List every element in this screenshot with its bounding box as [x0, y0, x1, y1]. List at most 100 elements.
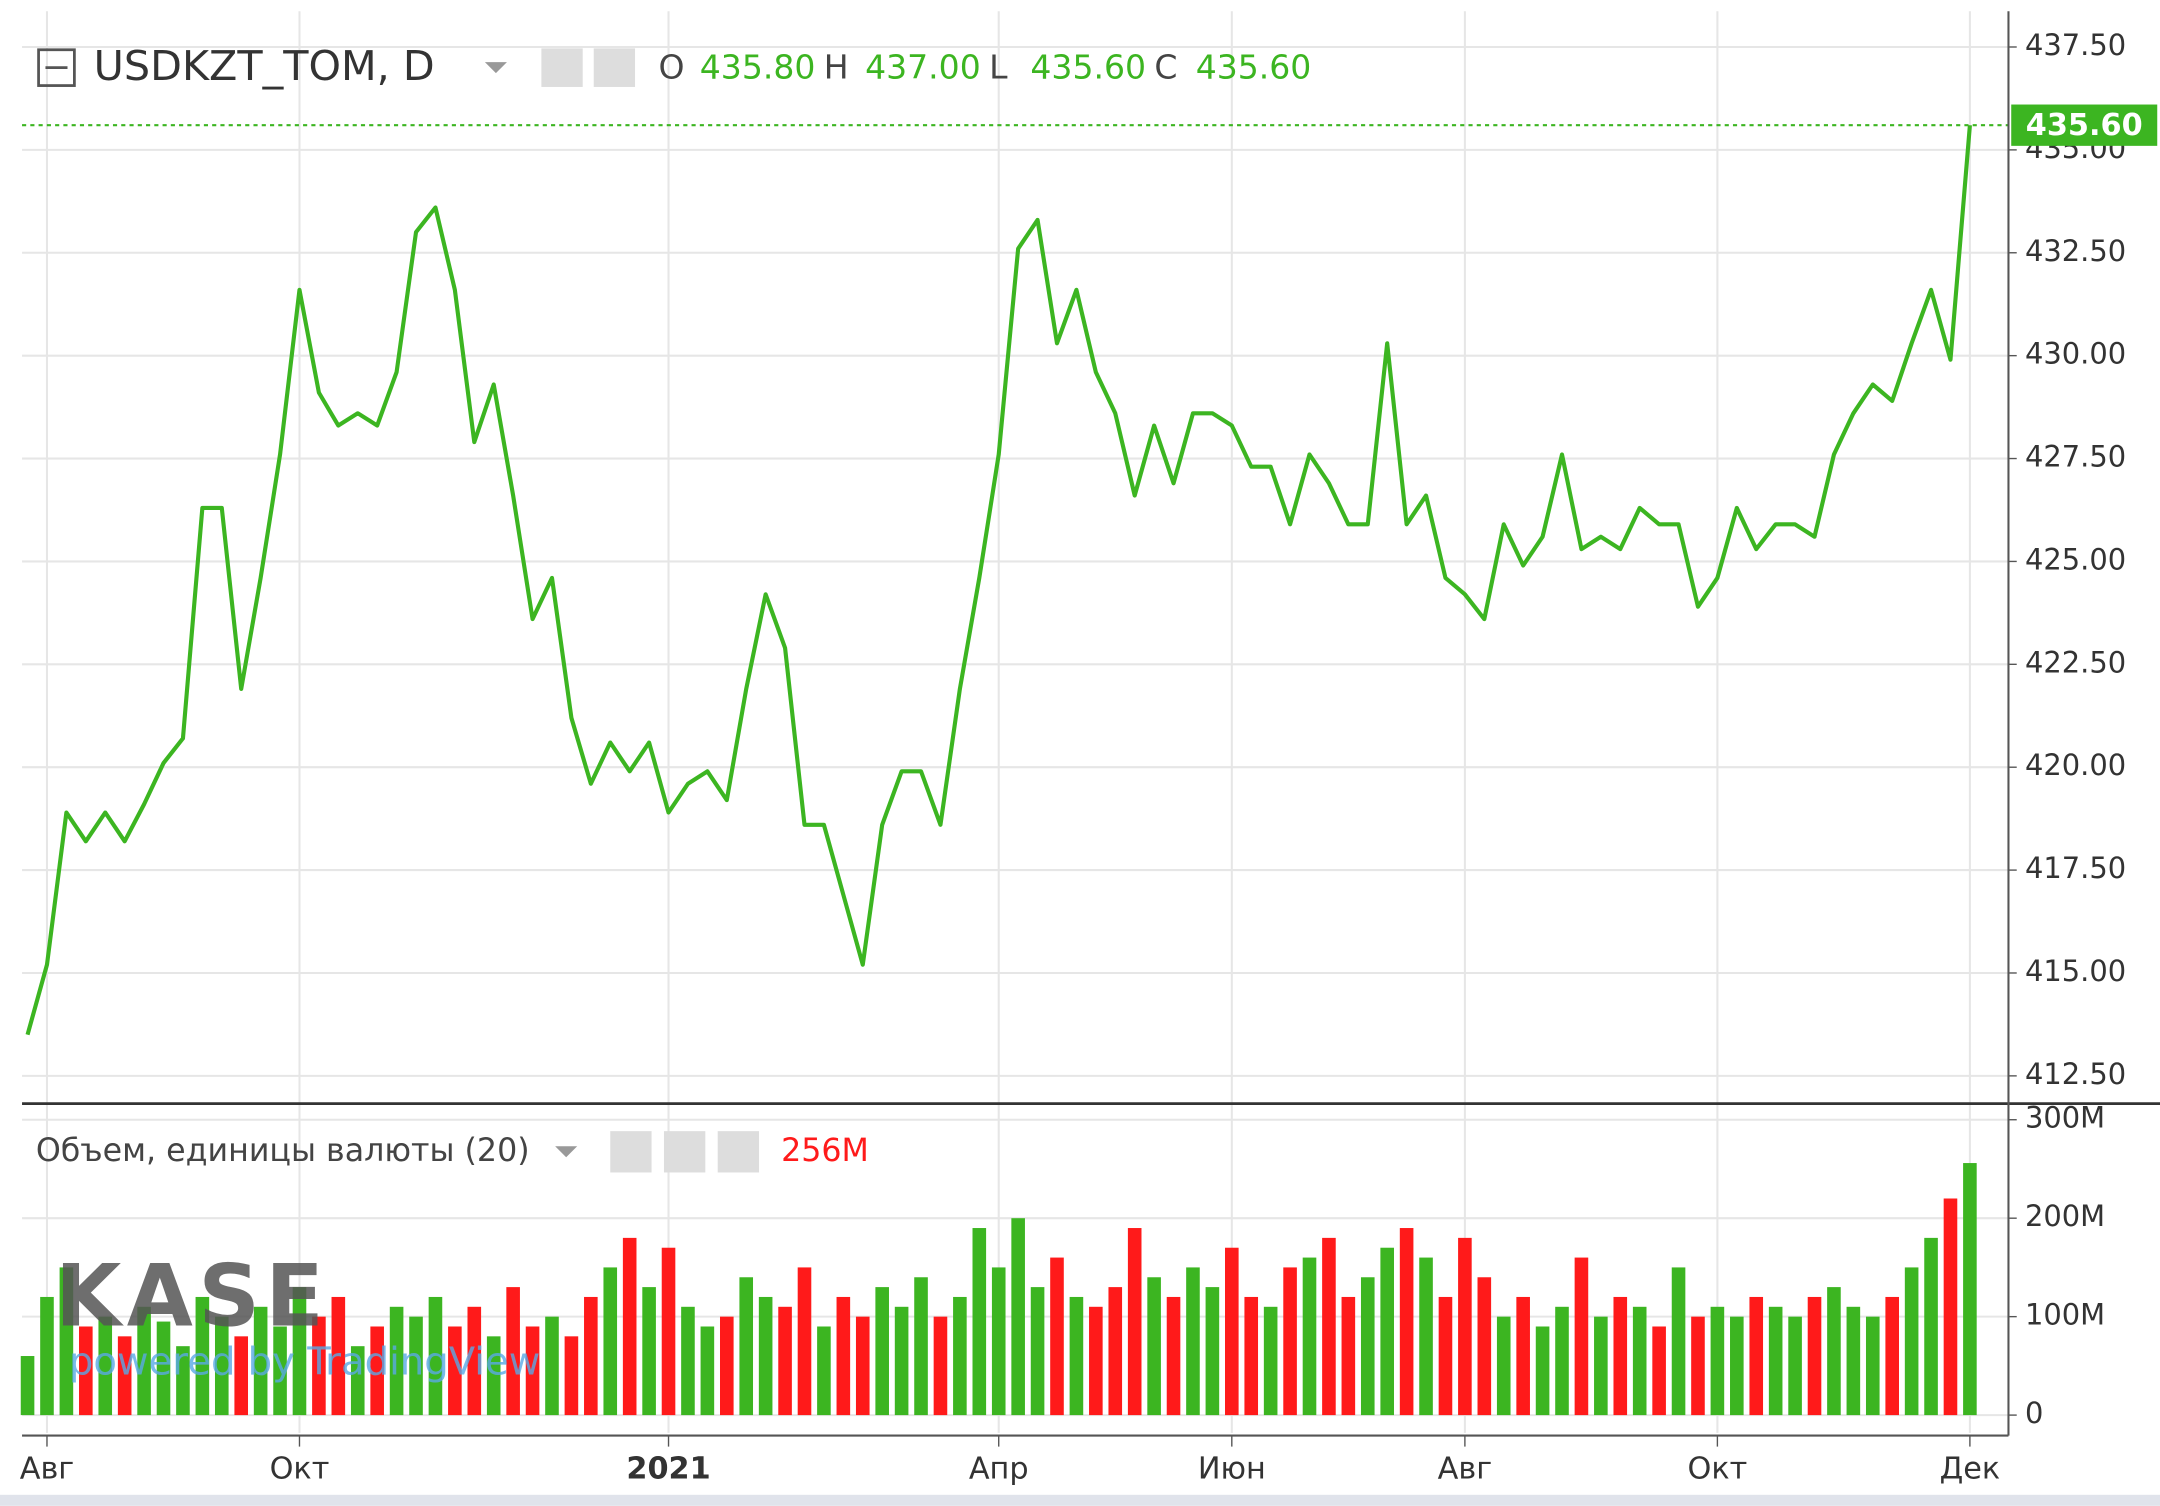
volume-bar	[836, 1296, 851, 1416]
ohlc-key: O	[658, 48, 684, 87]
volume-bar	[428, 1296, 443, 1416]
volume-bar	[603, 1267, 618, 1416]
volume-bar	[214, 1316, 229, 1416]
volume-bar	[1438, 1296, 1453, 1416]
volume-bar	[1691, 1316, 1705, 1416]
volume-bar	[1924, 1237, 1938, 1416]
volume-bar	[1322, 1237, 1336, 1416]
volume-bar	[933, 1316, 948, 1416]
volume-bar	[1166, 1296, 1181, 1416]
volume-bar	[817, 1326, 831, 1416]
last-price-tag	[2011, 104, 2158, 146]
dropdown-arrow[interactable]	[555, 1146, 578, 1158]
eye-button[interactable]	[610, 1131, 652, 1173]
volume-title: Объем, единицы валюты (20)	[36, 1133, 530, 1169]
volume-bar	[1225, 1247, 1239, 1416]
x-tick-label: Апр	[969, 1452, 1029, 1487]
volume-bar	[486, 1336, 501, 1416]
y-tick-label: 100M	[2025, 1298, 2105, 1332]
volume-bar	[545, 1316, 559, 1416]
volume-bar	[1419, 1257, 1433, 1416]
volume-bar	[1652, 1326, 1666, 1416]
symbol-title: USDKZT_TOM, D	[94, 42, 435, 90]
y-tick-label: 427.50	[2025, 440, 2126, 474]
settings-button[interactable]	[593, 48, 636, 87]
volume-bar	[195, 1296, 210, 1416]
y-tick-label: 417.50	[2025, 851, 2126, 885]
x-tick-label: Июн	[1198, 1452, 1266, 1487]
volume-bar	[584, 1296, 598, 1416]
x-tick-label: Окт	[1687, 1452, 1747, 1487]
volume-bar	[20, 1356, 35, 1416]
volume-bar	[1108, 1287, 1123, 1416]
settings-button[interactable]	[663, 1131, 706, 1173]
ohlc-key: L	[989, 48, 1008, 87]
volume-bar	[1710, 1306, 1725, 1416]
ohlc-key: C	[1154, 48, 1177, 87]
volume-bar	[79, 1326, 93, 1416]
dropdown-arrow[interactable]	[484, 62, 507, 74]
volume-bar	[1594, 1316, 1608, 1416]
volume-bar	[914, 1277, 928, 1416]
eye-button[interactable]	[541, 48, 583, 87]
volume-bar	[1380, 1247, 1394, 1416]
volume-bar	[991, 1267, 1006, 1416]
y-tick-label: 415.00	[2025, 954, 2126, 988]
volume-bar	[1632, 1306, 1647, 1416]
volume-bar	[1186, 1267, 1200, 1416]
volume-bar	[350, 1346, 365, 1416]
volume-bar	[1768, 1306, 1783, 1416]
last-price-label: 435.60	[2026, 108, 2143, 143]
volume-bar	[370, 1326, 384, 1416]
volume-bar	[953, 1296, 967, 1416]
volume-bar	[719, 1316, 734, 1416]
volume-bar	[1535, 1326, 1550, 1416]
volume-bar	[156, 1321, 171, 1416]
x-tick-label: Авг	[20, 1452, 75, 1487]
y-tick-label: 437.50	[2025, 28, 2126, 62]
volume-bar	[525, 1326, 540, 1416]
volume-bar	[234, 1336, 249, 1416]
volume-bar	[312, 1316, 326, 1416]
volume-bar	[1846, 1306, 1861, 1416]
volume-bar	[1360, 1277, 1375, 1416]
remove-button[interactable]	[717, 1131, 760, 1173]
volume-bar	[1788, 1316, 1802, 1416]
y-tick-label: 420.00	[2025, 748, 2126, 782]
volume-bar	[1477, 1277, 1492, 1416]
watermark-tagline: powered by TradingView	[69, 1339, 540, 1384]
volume-bar	[1904, 1267, 1919, 1416]
volume-bar	[1127, 1228, 1142, 1416]
volume-bar	[467, 1306, 482, 1416]
volume-legend-value: 256M	[781, 1133, 869, 1169]
volume-bar	[642, 1287, 656, 1416]
volume-bar	[40, 1296, 54, 1416]
ohlc-value: 437.00	[865, 48, 981, 87]
volume-bar	[1885, 1296, 1900, 1416]
y-tick-label: 0	[2025, 1396, 2043, 1430]
x-tick-label: Авг	[1438, 1452, 1493, 1487]
volume-bar	[758, 1296, 773, 1416]
y-tick-label: 422.50	[2025, 645, 2126, 679]
volume-bar	[1963, 1163, 1977, 1416]
volume-bar	[778, 1306, 792, 1416]
ohlc-value: 435.60	[1030, 48, 1146, 87]
volume-bar	[894, 1306, 909, 1416]
volume-bar	[1516, 1296, 1530, 1416]
ohlc-value: 435.80	[700, 48, 816, 87]
y-tick-label: 425.00	[2025, 542, 2126, 576]
scrollbar	[0, 1494, 2160, 1506]
x-tick-label: 2021	[626, 1452, 710, 1487]
volume-bar	[1458, 1237, 1472, 1416]
volume-bar	[1496, 1316, 1511, 1416]
volume-bar	[622, 1237, 637, 1416]
volume-bar	[1147, 1277, 1161, 1416]
volume-bar	[1341, 1296, 1356, 1416]
collapse-button[interactable]	[37, 48, 76, 87]
volume-bar	[1671, 1267, 1686, 1416]
volume-bar	[506, 1287, 520, 1416]
volume-bar	[1205, 1287, 1220, 1416]
volume-bar	[59, 1267, 74, 1416]
